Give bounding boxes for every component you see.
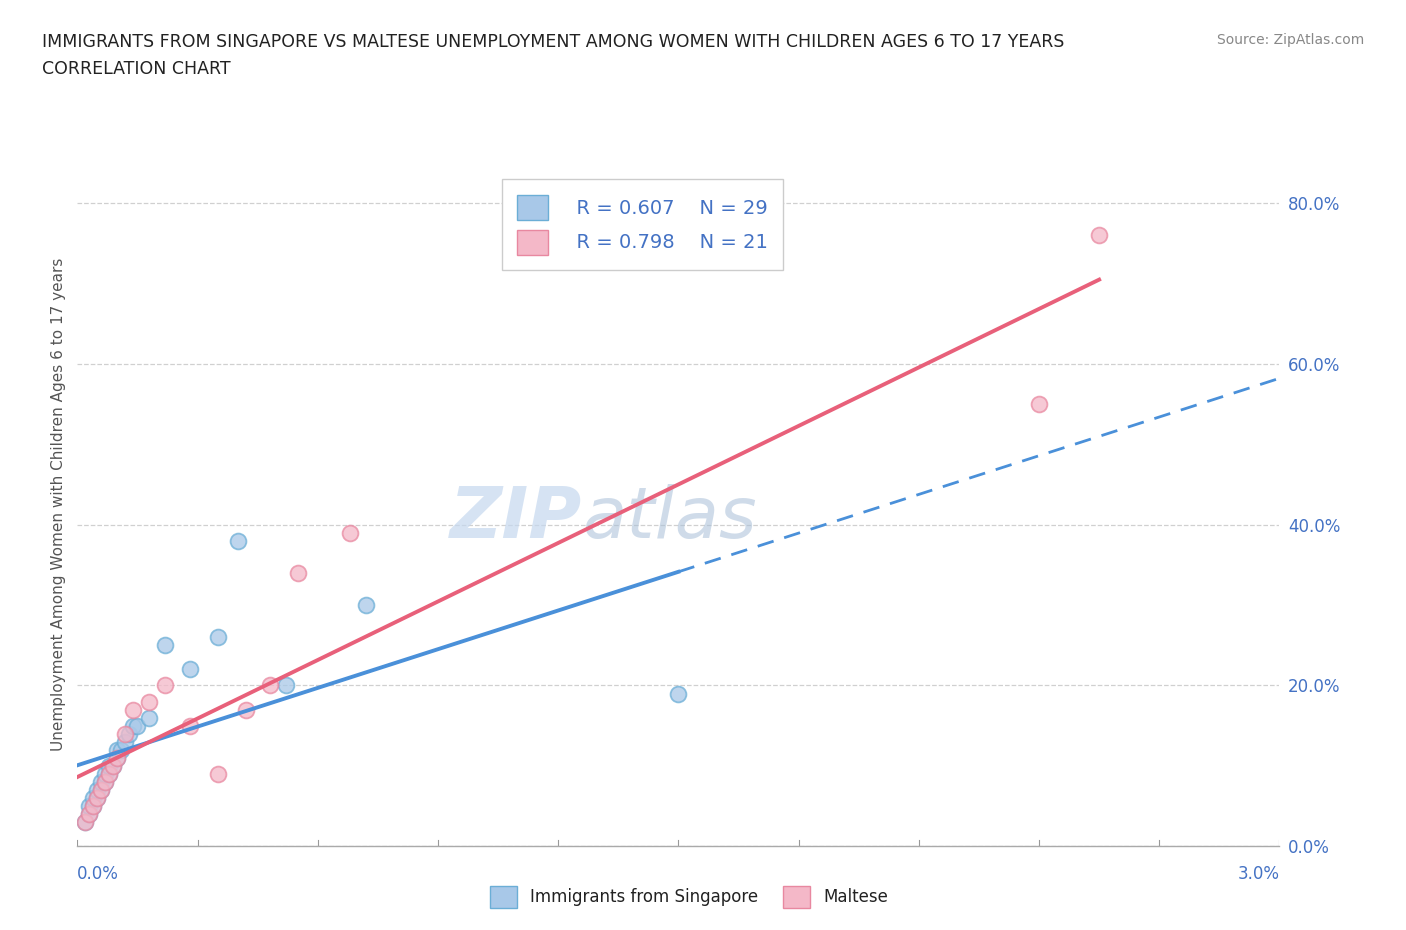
Point xyxy=(259,678,281,693)
Point xyxy=(668,686,690,701)
Point xyxy=(94,766,117,781)
Point xyxy=(107,751,129,765)
Text: CORRELATION CHART: CORRELATION CHART xyxy=(42,60,231,78)
Y-axis label: Unemployment Among Women with Children Ages 6 to 17 years: Unemployment Among Women with Children A… xyxy=(51,258,66,751)
Text: 3.0%: 3.0% xyxy=(1237,865,1279,883)
Point xyxy=(110,742,132,757)
Legend: Immigrants from Singapore, Maltese: Immigrants from Singapore, Maltese xyxy=(484,880,894,914)
Legend:   R = 0.607    N = 29,   R = 0.798    N = 21: R = 0.607 N = 29, R = 0.798 N = 21 xyxy=(502,179,783,270)
Point xyxy=(94,775,117,790)
Point xyxy=(122,702,145,717)
Point xyxy=(114,726,136,741)
Point xyxy=(287,565,309,580)
Point xyxy=(75,815,97,830)
Point xyxy=(86,790,108,805)
Point xyxy=(86,782,108,797)
Point xyxy=(235,702,257,717)
Point xyxy=(79,806,101,821)
Text: ZIP: ZIP xyxy=(450,484,582,552)
Text: 0.0%: 0.0% xyxy=(77,865,120,883)
Point xyxy=(86,790,108,805)
Point xyxy=(155,678,177,693)
Point xyxy=(90,782,112,797)
Point xyxy=(90,782,112,797)
Point xyxy=(82,799,104,814)
Point xyxy=(79,799,101,814)
Point xyxy=(103,759,125,774)
Text: atlas: atlas xyxy=(582,484,756,552)
Point xyxy=(226,533,249,548)
Point xyxy=(82,790,104,805)
Point xyxy=(107,742,129,757)
Point xyxy=(339,525,361,540)
Point xyxy=(354,598,377,613)
Point xyxy=(207,630,229,644)
Point xyxy=(79,806,101,821)
Point xyxy=(94,775,117,790)
Point xyxy=(1028,396,1050,411)
Point xyxy=(155,638,177,653)
Point xyxy=(122,718,145,733)
Point xyxy=(274,678,297,693)
Point xyxy=(98,759,121,774)
Point xyxy=(138,711,160,725)
Point xyxy=(179,718,201,733)
Text: IMMIGRANTS FROM SINGAPORE VS MALTESE UNEMPLOYMENT AMONG WOMEN WITH CHILDREN AGES: IMMIGRANTS FROM SINGAPORE VS MALTESE UNE… xyxy=(42,33,1064,50)
Point xyxy=(138,694,160,709)
Point xyxy=(75,815,97,830)
Point xyxy=(114,735,136,750)
Point xyxy=(103,759,125,774)
Point xyxy=(82,799,104,814)
Point xyxy=(98,766,121,781)
Point xyxy=(1088,228,1111,243)
Point xyxy=(207,766,229,781)
Point xyxy=(98,766,121,781)
Point xyxy=(127,718,149,733)
Text: Source: ZipAtlas.com: Source: ZipAtlas.com xyxy=(1216,33,1364,46)
Point xyxy=(179,662,201,677)
Point xyxy=(107,751,129,765)
Point xyxy=(118,726,141,741)
Point xyxy=(90,775,112,790)
